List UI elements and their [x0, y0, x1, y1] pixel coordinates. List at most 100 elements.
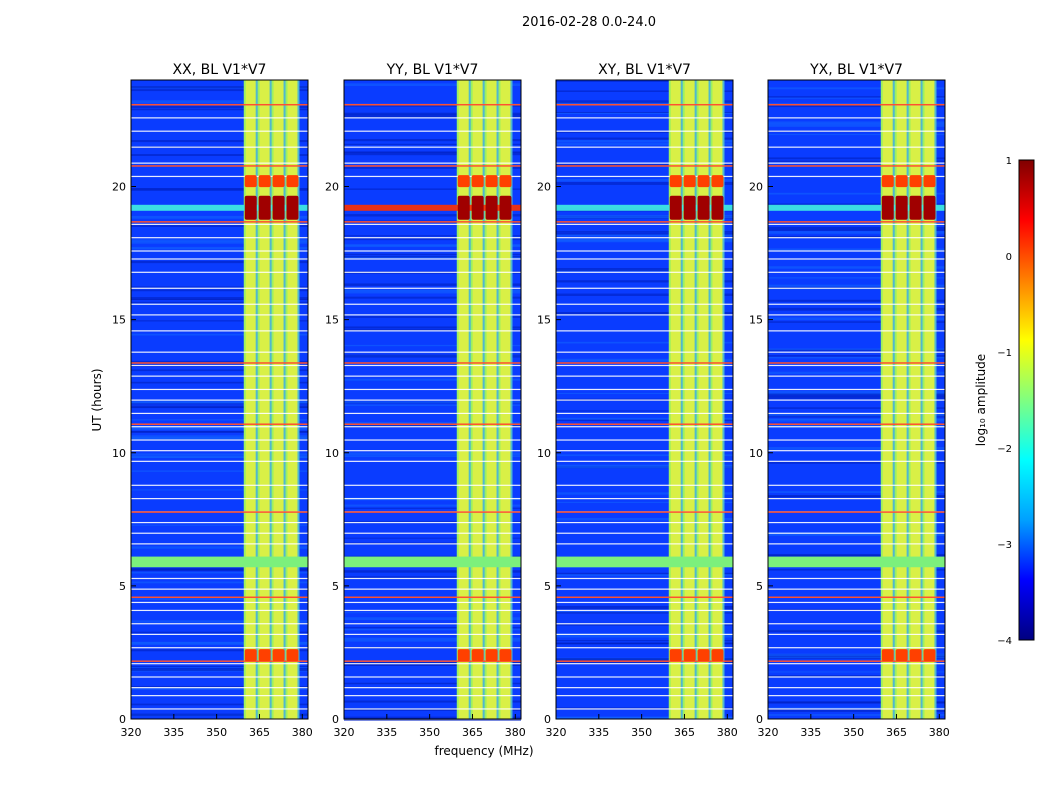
rfi-hotspot: [244, 195, 257, 220]
time-flag-line: [344, 364, 521, 367]
time-flag-line: [344, 162, 521, 164]
rfi-time-line: [768, 660, 945, 662]
time-flag-line: [556, 633, 733, 635]
x-tick-label: 380: [505, 726, 526, 739]
flagged-interval: [768, 556, 945, 568]
rfi-hotspot: [683, 175, 696, 188]
noise-streak: [344, 455, 521, 458]
noise-streak: [768, 714, 945, 716]
time-flag-line: [768, 287, 945, 289]
x-axis-label: frequency (MHz): [434, 744, 533, 758]
y-tick-label: 5: [756, 580, 763, 593]
noise-streak: [556, 623, 733, 626]
noise-streak: [556, 234, 733, 237]
noise-streak: [131, 489, 308, 491]
rfi-hotspot: [711, 195, 724, 220]
time-flag-line: [344, 117, 521, 119]
noise-streak: [344, 637, 521, 641]
time-flag-line: [131, 271, 308, 273]
time-flag-line: [768, 484, 945, 486]
time-flag-line: [768, 130, 945, 132]
rfi-hotspot: [683, 195, 696, 220]
y-tick-label: 20: [537, 181, 551, 194]
rfi-time-line: [768, 511, 945, 513]
rfi-hotspot: [711, 175, 724, 188]
time-flag-line: [556, 577, 733, 580]
noise-streak: [344, 404, 521, 407]
noise-streak: [556, 707, 733, 709]
time-flag-line: [556, 450, 733, 452]
noise-streak: [344, 421, 521, 424]
noise-streak: [768, 371, 945, 375]
rfi-time-line: [556, 423, 733, 425]
noise-streak: [768, 407, 945, 409]
rfi-hotspot: [272, 649, 285, 662]
x-tick-label: 380: [717, 726, 738, 739]
noise-streak: [768, 284, 945, 288]
rfi-hotspot: [471, 649, 484, 662]
noise-streak: [131, 297, 308, 300]
colorbar-tick-label: 1: [1006, 156, 1012, 167]
noise-streak: [131, 289, 308, 292]
time-flag-line: [556, 647, 733, 649]
time-flag-line: [556, 695, 733, 697]
time-flag-line: [131, 388, 308, 391]
noise-streak: [556, 492, 733, 495]
time-flag-line: [344, 426, 521, 428]
rfi-hotspot: [697, 175, 710, 188]
noise-streak: [344, 378, 521, 381]
colorbar-bar: [1018, 159, 1035, 641]
x-tick-label: 350: [206, 726, 227, 739]
time-flag-line: [768, 687, 945, 689]
noise-streak: [131, 470, 308, 472]
rfi-hotspot: [485, 195, 498, 220]
y-tick-label: 5: [332, 580, 339, 593]
time-flag-line: [768, 314, 945, 316]
rfi-time-line: [131, 221, 308, 223]
time-flag-line: [344, 588, 521, 590]
time-flag-line: [131, 543, 308, 545]
time-flag-line: [556, 588, 733, 590]
time-flag-line: [131, 577, 308, 580]
time-flag-line: [131, 633, 308, 635]
time-flag-line: [344, 708, 521, 710]
time-flag-line: [768, 663, 945, 665]
noise-streak: [131, 225, 308, 227]
time-flag-line: [344, 439, 521, 441]
noise-streak: [556, 716, 733, 719]
colorbar-tick-label: −1: [997, 348, 1012, 359]
noise-streak: [556, 280, 733, 283]
rfi-time-line: [344, 362, 521, 364]
flagged-interval: [131, 556, 308, 568]
noise-streak: [344, 663, 521, 666]
x-tick-label: 380: [292, 726, 313, 739]
time-flag-line: [131, 521, 308, 524]
time-flag-line: [131, 450, 308, 452]
time-flag-line: [768, 450, 945, 452]
time-flag-line: [131, 439, 308, 441]
noise-streak: [344, 639, 521, 642]
noise-streak: [768, 226, 945, 230]
noise-streak: [344, 166, 521, 169]
x-tick-label: 365: [674, 726, 695, 739]
time-flag-line: [131, 399, 308, 401]
noise-streak: [344, 718, 521, 721]
time-flag-line: [131, 695, 308, 697]
rfi-time-line: [131, 165, 308, 167]
noise-streak: [556, 572, 733, 575]
rfi-hotspot: [457, 195, 470, 220]
noise-streak: [131, 567, 308, 571]
noise-streak: [344, 289, 521, 292]
time-flag-line: [556, 543, 733, 545]
time-flag-line: [344, 175, 521, 178]
time-flag-line: [556, 175, 733, 178]
noise-streak: [768, 390, 945, 394]
noise-streak: [768, 133, 945, 136]
time-flag-line: [768, 676, 945, 678]
noise-streak: [131, 642, 308, 645]
noise-streak: [768, 491, 945, 493]
noise-streak: [131, 438, 308, 440]
noise-streak: [768, 235, 945, 238]
rfi-hotspot: [683, 649, 696, 662]
